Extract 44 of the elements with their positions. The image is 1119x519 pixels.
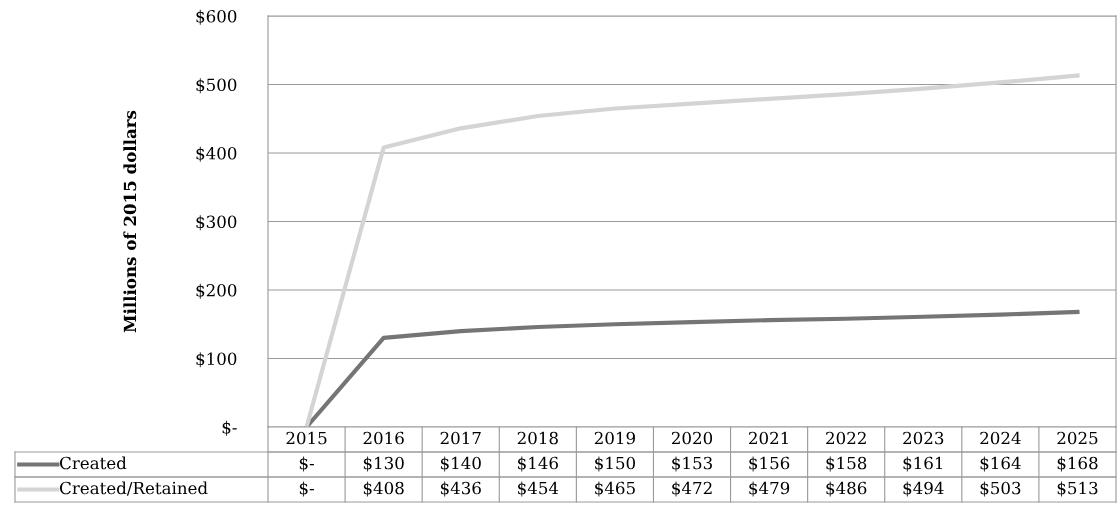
data-label: $465 [595,481,635,497]
data-label: $513 [1057,481,1098,497]
x-tick-label: 2024 [980,431,1021,445]
data-label: $486 [826,481,867,497]
data-label: $146 [518,456,558,472]
legend-label: Created [60,456,127,470]
data-label: $164 [980,456,1021,472]
data-label: $- [299,456,314,472]
y-tick-label: $200 [196,283,237,299]
y-tick-label: $600 [196,9,237,25]
x-tick-label: 2020 [671,431,713,445]
x-tick-label: 2015 [286,431,327,445]
x-tick-label: 2025 [1057,431,1098,445]
data-label: $168 [1057,456,1098,472]
data-label: $503 [980,481,1021,497]
line-series [304,73,1080,427]
y-tick-label: $100 [196,352,237,368]
y-tick-label: $500 [196,78,237,94]
x-tick-label: 2018 [517,431,558,445]
x-tick-label: 2019 [594,431,635,445]
x-tick-label: 2017 [440,431,481,445]
data-label: $156 [749,456,790,472]
legend-label: Created/Retained [60,481,208,496]
y-tick-label: $400 [196,146,237,162]
data-label: $153 [672,456,712,472]
data-label: $436 [440,481,481,497]
x-tick-label: 2023 [903,431,944,445]
data-label: $- [299,481,314,497]
y-tick-label: $- [222,420,237,436]
data-label: $130 [363,456,404,472]
y-axis-title: Millions of 2015 dollars [123,110,137,333]
data-label: $408 [363,481,404,497]
data-label: $158 [826,456,867,472]
data-label: $150 [595,456,636,472]
x-tick-label: 2016 [363,431,404,445]
data-label: $479 [749,481,790,497]
data-label: $494 [903,481,944,497]
data-label: $140 [440,456,481,472]
x-tick-label: 2021 [749,431,788,445]
data-label: $161 [903,456,943,472]
data-label: $472 [672,481,712,497]
data-label: $454 [518,481,559,497]
x-tick-label: 2022 [826,431,866,445]
y-tick-label: $300 [196,215,237,231]
